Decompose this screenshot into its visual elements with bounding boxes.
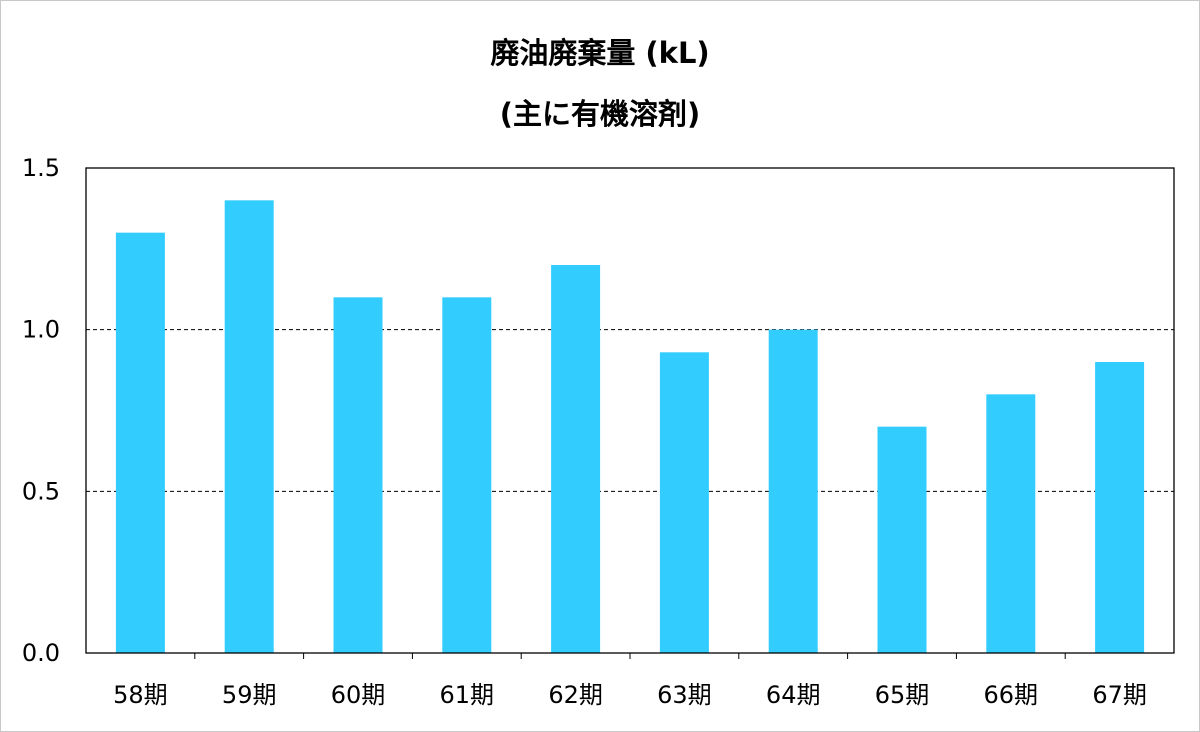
bar	[877, 426, 927, 653]
chart-title: 廃油廃棄量 (kL)	[490, 36, 710, 70]
y-tick-label: 1.5	[22, 154, 60, 182]
bar	[659, 352, 709, 653]
bars	[115, 200, 1145, 654]
bar	[551, 265, 601, 653]
x-tick-label: 67期	[1092, 681, 1147, 709]
bar	[768, 329, 818, 653]
y-tick-label: 0.0	[22, 639, 60, 667]
y-tick-label: 0.5	[22, 477, 60, 505]
bar	[115, 232, 165, 653]
bar	[333, 297, 383, 653]
bar	[1095, 362, 1145, 653]
x-tick-label: 60期	[331, 681, 386, 709]
x-tick-label: 66期	[984, 681, 1039, 709]
tick-marks	[194, 653, 1066, 659]
x-tick-label: 65期	[875, 681, 930, 709]
x-tick-label: 58期	[113, 681, 168, 709]
bar	[224, 200, 274, 654]
x-axis-tick-labels: 58期 59期 60期 61期 62期 63期 64期 65期 66期 67期	[113, 681, 1147, 709]
bar	[442, 297, 492, 653]
x-tick-label: 64期	[766, 681, 821, 709]
chart-subtitle: (主に有機溶剤)	[499, 97, 701, 131]
x-tick-label: 62期	[548, 681, 603, 709]
x-tick-label: 61期	[440, 681, 495, 709]
y-axis-tick-labels: 0.0 0.5 1.0 1.5	[22, 154, 60, 667]
x-tick-label: 59期	[222, 681, 277, 709]
x-tick-label: 63期	[657, 681, 712, 709]
bar	[986, 394, 1036, 653]
y-tick-label: 1.0	[22, 316, 60, 344]
